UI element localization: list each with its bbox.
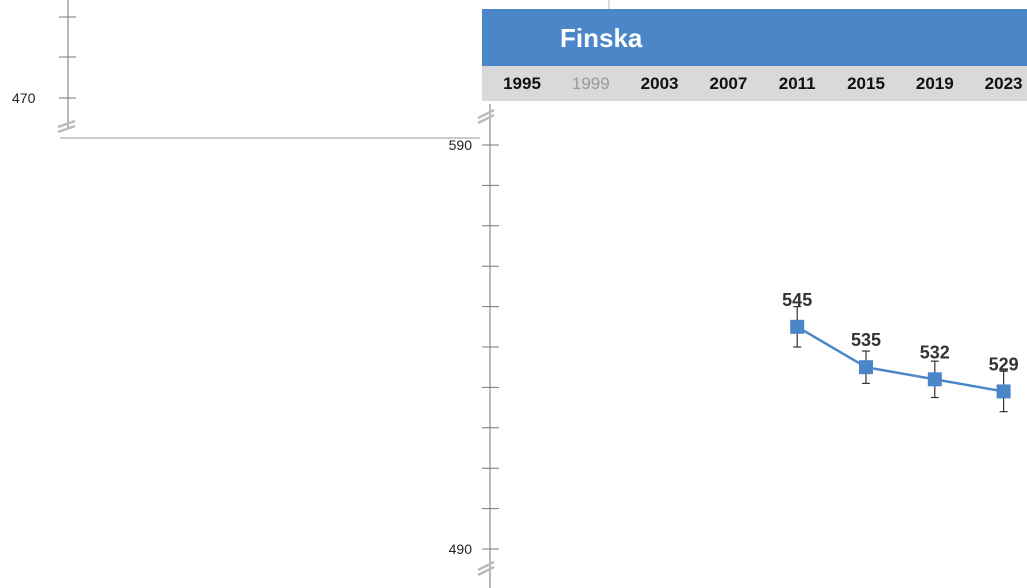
series-line — [796, 325, 1004, 393]
x-tick-label: 2015 — [847, 74, 885, 93]
series-layer: 545 535 532 529 — [782, 290, 1019, 413]
data-label: 532 — [920, 342, 950, 362]
left-axis-break-icon — [57, 119, 76, 134]
chart-title: Finska — [560, 23, 643, 53]
axis-break-top-icon — [477, 108, 495, 125]
y-tick-label: 590 — [449, 137, 473, 153]
x-tick-label: 1999 — [572, 74, 610, 93]
x-tick-label: 1995 — [503, 74, 541, 93]
x-tick-label: 2011 — [779, 74, 816, 93]
x-tick-label: 2007 — [709, 74, 747, 93]
data-label: 535 — [851, 330, 881, 350]
axis-break-bottom-icon — [477, 560, 495, 577]
data-point — [996, 384, 1011, 399]
x-tick-label: 2019 — [916, 74, 954, 93]
data-label: 529 — [989, 354, 1019, 374]
data-point — [790, 319, 805, 334]
data-label: 545 — [782, 290, 812, 310]
year-labels: 1995 1999 2003 2007 2011 2015 2019 2023 — [503, 74, 1022, 93]
year-band — [482, 66, 1027, 101]
x-tick-label: 2003 — [641, 74, 679, 93]
chart-header — [482, 9, 1027, 66]
x-tick-label: 2023 — [985, 74, 1023, 93]
left-panel: 470 — [12, 0, 610, 139]
y-tick-label: 490 — [449, 541, 473, 557]
left-y-tick-label: 470 — [12, 90, 36, 106]
data-point — [927, 372, 942, 387]
y-ticks: 590 490 — [449, 137, 499, 557]
data-point — [859, 360, 873, 375]
